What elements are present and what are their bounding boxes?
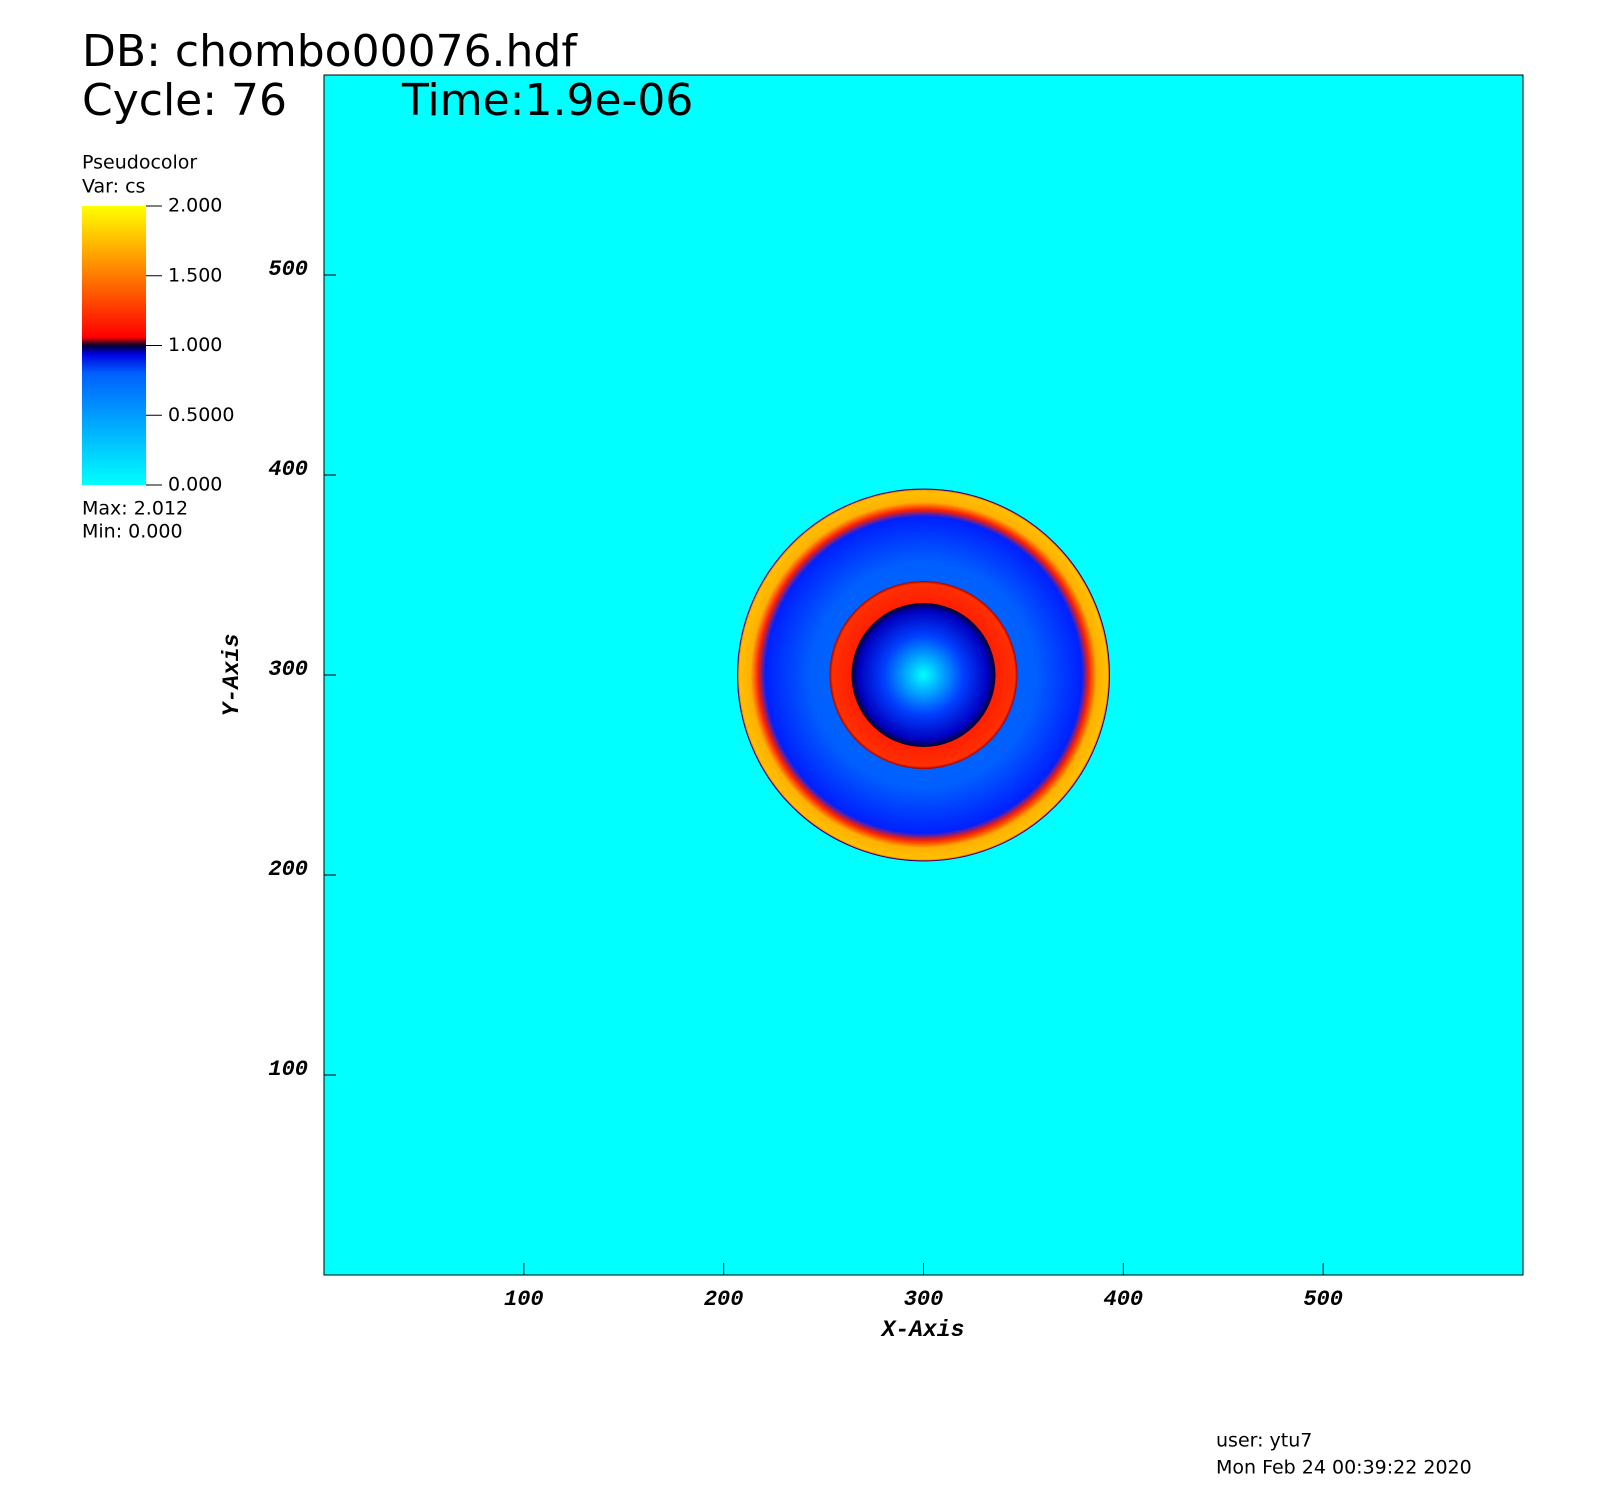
y-tick-label: 400: [268, 457, 308, 482]
x-tick-label: 100: [504, 1287, 544, 1312]
legend-title: Pseudocolor: [82, 152, 197, 174]
legend-var: Var: cs: [82, 176, 145, 198]
colorbar-tick-label: 1.500: [168, 264, 222, 286]
colorbar: [82, 206, 146, 485]
legend-max: Max: 2.012: [82, 498, 188, 520]
date-label: Mon Feb 24 00:39:22 2020: [1216, 1457, 1472, 1479]
x-tick-label: 500: [1303, 1287, 1343, 1312]
colorbar-tick-label: 0.5000: [168, 404, 234, 426]
y-tick-label: 200: [268, 857, 308, 882]
y-tick-label: 100: [268, 1057, 308, 1082]
db-label: DB: chombo00076.hdf: [82, 26, 578, 77]
colorbar-tick-label: 2.000: [168, 195, 222, 217]
user-label: user: ytu7: [1216, 1430, 1312, 1452]
y-axis-title: Y-Axis: [219, 634, 245, 717]
x-tick-label: 300: [904, 1287, 944, 1312]
core: [851, 603, 996, 747]
colorbar-tick-label: 1.000: [168, 334, 222, 356]
cycle-label: Cycle: 76: [82, 75, 287, 126]
colorbar-tick-label: 0.000: [168, 474, 222, 496]
x-tick-label: 200: [704, 1287, 744, 1312]
time-label: Time:1.9e-06: [401, 75, 693, 126]
x-tick-label: 400: [1104, 1287, 1144, 1312]
field-rings: [737, 488, 1110, 862]
x-axis-title: X-Axis: [880, 1317, 965, 1343]
y-tick-label: 300: [268, 657, 308, 682]
y-tick-label: 500: [268, 257, 308, 282]
legend-min: Min: 0.000: [82, 521, 183, 543]
